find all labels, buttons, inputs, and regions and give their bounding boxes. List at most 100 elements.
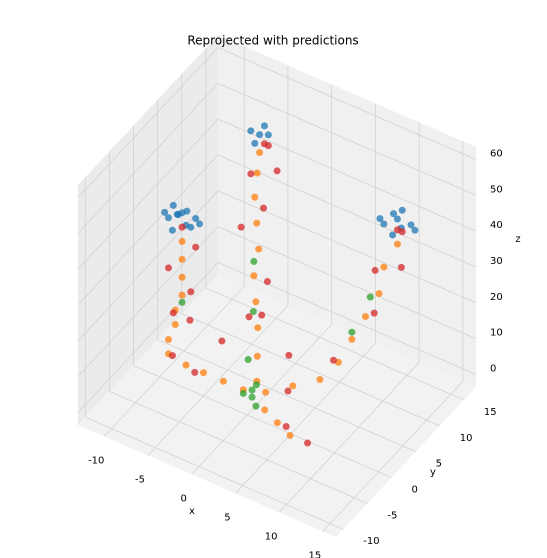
point xyxy=(168,226,176,234)
grid-line xyxy=(77,154,219,306)
point xyxy=(183,207,191,215)
point xyxy=(264,142,272,150)
point xyxy=(218,337,226,345)
point xyxy=(316,376,324,384)
point xyxy=(253,352,261,360)
grid-line xyxy=(77,118,219,270)
point xyxy=(397,263,405,271)
point xyxy=(258,311,266,319)
x-tick-label: 10 xyxy=(265,531,278,542)
point xyxy=(361,313,369,321)
grid-line xyxy=(217,154,477,268)
point xyxy=(376,215,384,223)
grid-line xyxy=(278,362,420,513)
points xyxy=(161,122,419,447)
point xyxy=(178,255,186,263)
point xyxy=(285,351,293,359)
grid-line xyxy=(217,47,477,160)
point xyxy=(260,122,268,130)
point xyxy=(262,388,270,396)
point xyxy=(393,240,401,248)
point xyxy=(253,169,261,177)
grid-line xyxy=(133,365,392,478)
point xyxy=(192,243,200,251)
y-tick-label: 5 xyxy=(436,459,442,470)
x-tick-label: 5 xyxy=(224,512,230,523)
grid xyxy=(77,46,477,532)
grid-line xyxy=(109,391,368,504)
point xyxy=(348,335,356,343)
point xyxy=(171,320,179,328)
point xyxy=(251,193,259,201)
point xyxy=(390,210,398,218)
labels: -10 -5 0 5 10 15 -10 -5 0 5 10 15 0 10 20 30 40 50 60 x y z xyxy=(88,149,521,558)
point xyxy=(169,309,177,317)
point xyxy=(375,290,383,298)
point xyxy=(248,386,256,394)
point xyxy=(261,406,269,414)
point xyxy=(366,293,374,301)
z-tick-label: 20 xyxy=(490,292,503,303)
point xyxy=(219,377,227,385)
point xyxy=(192,215,200,223)
point xyxy=(370,309,378,317)
z-tick-label: 10 xyxy=(490,328,503,339)
y-tick-label: -5 xyxy=(387,510,397,521)
point xyxy=(165,264,173,272)
point xyxy=(348,328,356,336)
y-tick-label: 0 xyxy=(412,485,418,496)
point xyxy=(250,272,258,280)
point xyxy=(329,356,337,364)
point xyxy=(398,206,406,214)
point xyxy=(289,382,297,390)
z-tick-label: 0 xyxy=(490,363,496,374)
grid-line xyxy=(217,226,477,340)
point xyxy=(244,356,252,364)
point xyxy=(252,402,260,410)
x-axis-label: x xyxy=(189,506,195,517)
z-tick-label: 50 xyxy=(490,184,503,195)
point xyxy=(249,307,257,315)
grid-line xyxy=(181,313,440,427)
y-tick-label: 15 xyxy=(484,407,497,418)
grid-line xyxy=(322,381,464,532)
z-tick-label: 30 xyxy=(490,256,503,267)
point xyxy=(393,226,401,234)
point xyxy=(169,201,177,209)
y-tick-label: 10 xyxy=(460,433,473,444)
grid-line xyxy=(77,226,219,377)
point xyxy=(253,219,261,227)
point xyxy=(165,214,173,222)
point xyxy=(389,231,397,239)
point xyxy=(191,368,199,376)
point xyxy=(168,352,176,360)
grid-line xyxy=(217,82,477,196)
point xyxy=(252,381,260,389)
grid-line xyxy=(147,305,289,456)
point xyxy=(251,139,259,147)
point xyxy=(250,257,258,265)
y-axis-label: y xyxy=(430,467,436,478)
point xyxy=(380,263,388,271)
point xyxy=(247,170,255,178)
grid-line xyxy=(217,262,477,375)
x-tick-label: -5 xyxy=(135,474,145,485)
point xyxy=(304,439,312,447)
point xyxy=(407,221,415,229)
point xyxy=(255,245,263,253)
point xyxy=(273,419,281,427)
point xyxy=(380,220,388,228)
point xyxy=(239,389,247,397)
grid-line xyxy=(77,262,219,413)
point xyxy=(247,127,255,135)
point xyxy=(256,149,264,157)
point xyxy=(173,210,181,218)
point xyxy=(260,204,268,212)
point xyxy=(182,361,190,369)
grid-line xyxy=(157,339,416,453)
point xyxy=(187,223,195,231)
point xyxy=(245,313,253,321)
grid-line xyxy=(103,286,245,437)
point xyxy=(178,298,186,306)
point xyxy=(282,422,290,430)
